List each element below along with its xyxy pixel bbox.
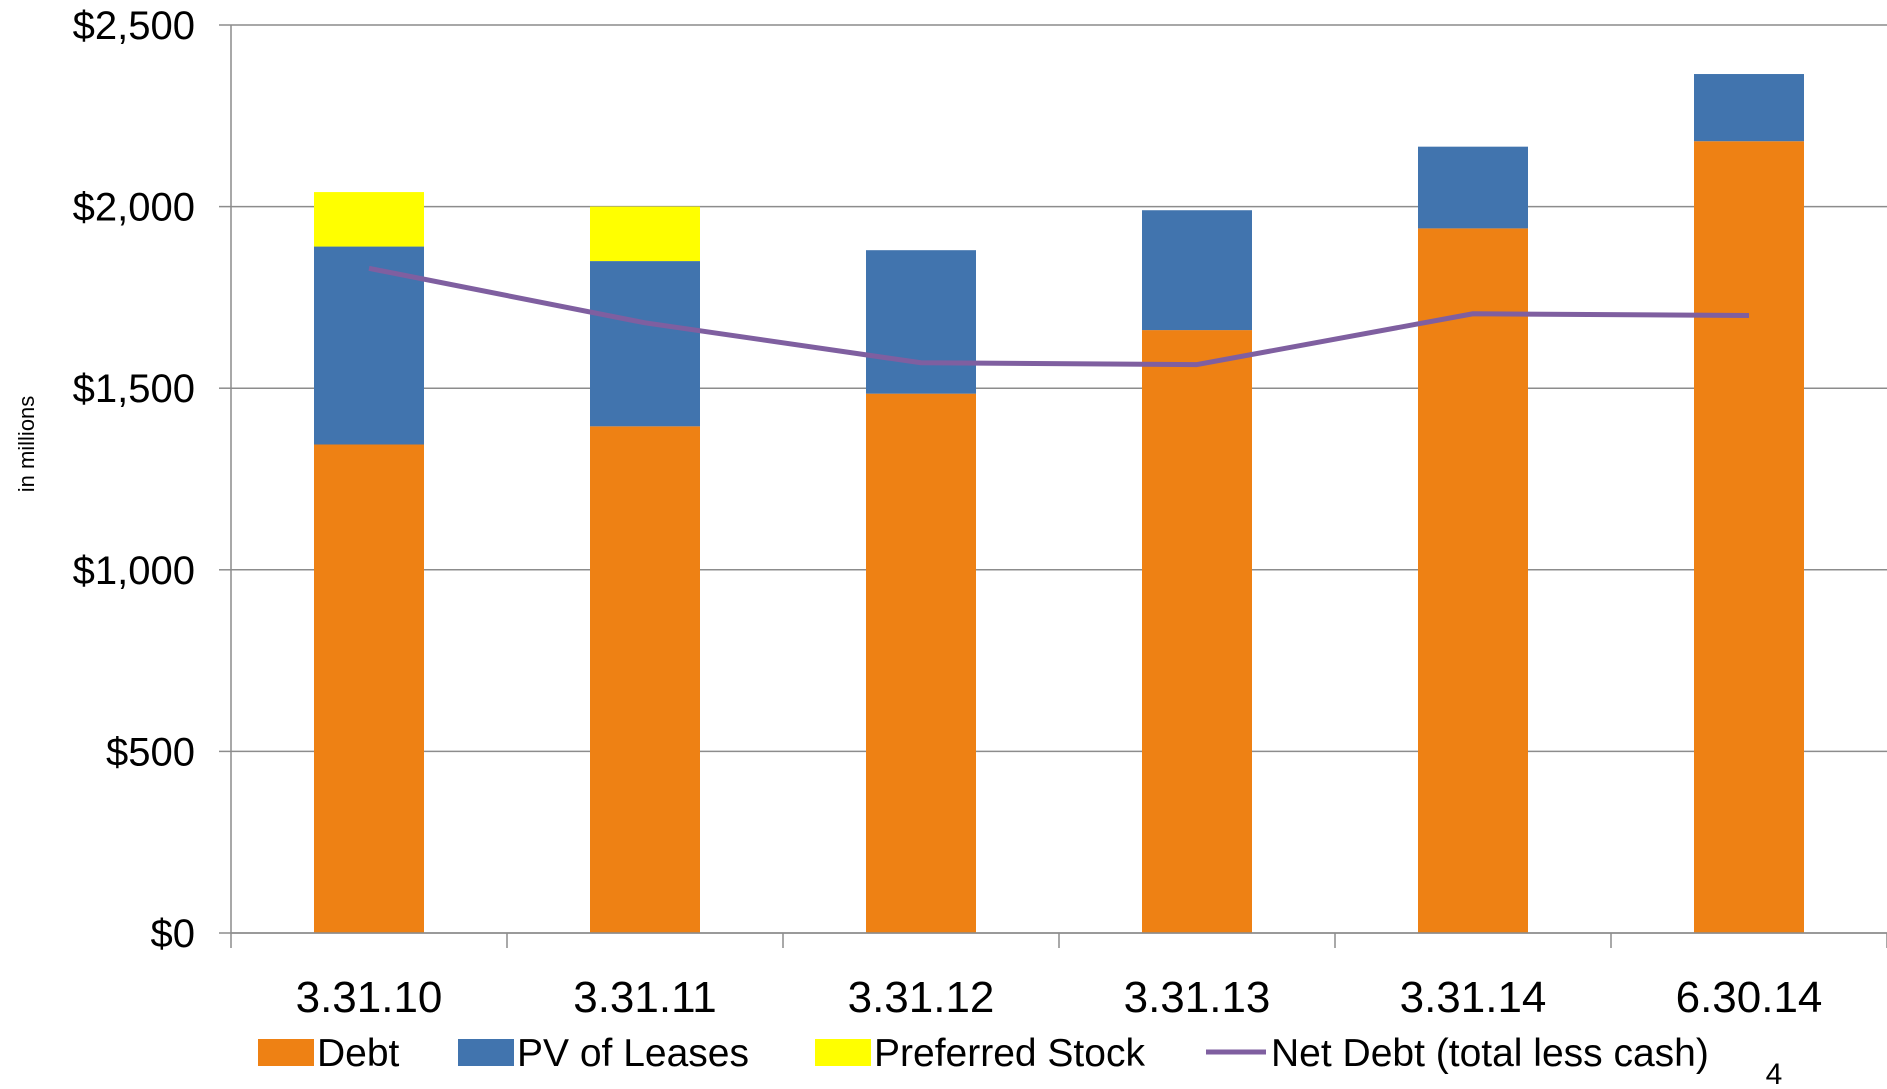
x-tick-label: 3.31.13: [1124, 973, 1271, 1022]
legend-label-net-debt-total-less-cash: Net Debt (total less cash): [1271, 1032, 1709, 1075]
bar-debt: [866, 393, 976, 933]
page-number: 4: [1766, 1058, 1783, 1089]
bar-debt: [1142, 330, 1252, 933]
legend-label-preferred-stock: Preferred Stock: [874, 1032, 1145, 1075]
bar-debt: [590, 426, 700, 933]
y-tick-label: $2,000: [73, 186, 195, 230]
line-net-debt: [368, 265, 1750, 368]
x-tick-label: 3.31.11: [573, 973, 717, 1022]
y-tick-label: $1,500: [73, 367, 195, 411]
legend: Debt PV of Leases Preferred Stock Net Debt …: [258, 1032, 1709, 1075]
x-tick-label: 6.30.14: [1676, 973, 1823, 1022]
x-tick-labels: 3.31.10 3.31.11 3.31.12 3.31.13 3.31.14 6.30.…: [296, 973, 1823, 1022]
bar-pv-of-leases: [590, 261, 700, 427]
y-tick-label: $0: [151, 912, 196, 956]
legend-swatch-debt: [258, 1039, 314, 1066]
x-tick-label: 3.31.14: [1400, 973, 1547, 1022]
bar-debt: [1418, 228, 1528, 934]
gridlines: [219, 24, 1887, 934]
bar-debt: [314, 444, 424, 933]
net-debt-line-series: [368, 265, 1750, 368]
legend-label-debt: Debt: [317, 1032, 400, 1075]
y-tick-label: $500: [106, 730, 195, 774]
y-tick-label: $2,500: [73, 4, 195, 48]
bar-pv-of-leases: [314, 246, 424, 445]
axes: [230, 25, 1887, 948]
legend-swatch-pv-of-leases: [458, 1039, 514, 1066]
bar-debt: [1694, 141, 1804, 933]
x-tick-label: 3.31.12: [848, 973, 995, 1022]
y-axis-label: in millions: [14, 396, 39, 493]
bar-preferred-stock: [314, 192, 424, 247]
bar-series: [314, 74, 1804, 934]
bar-pv-of-leases: [1694, 74, 1804, 142]
y-tick-label: $1,000: [73, 549, 195, 593]
bar-pv-of-leases: [1142, 210, 1252, 331]
bar-preferred-stock: [590, 206, 700, 262]
bar-pv-of-leases: [1418, 146, 1528, 229]
legend-label-pv-of-leases: PV of Leases: [517, 1032, 749, 1075]
x-tick-label: 3.31.10: [296, 973, 443, 1022]
y-tick-labels: $0 $500 $1,000 $1,500 $2,000 $2,500: [73, 4, 195, 956]
legend-swatch-preferred-stock: [815, 1039, 871, 1066]
bar-pv-of-leases: [866, 250, 976, 394]
